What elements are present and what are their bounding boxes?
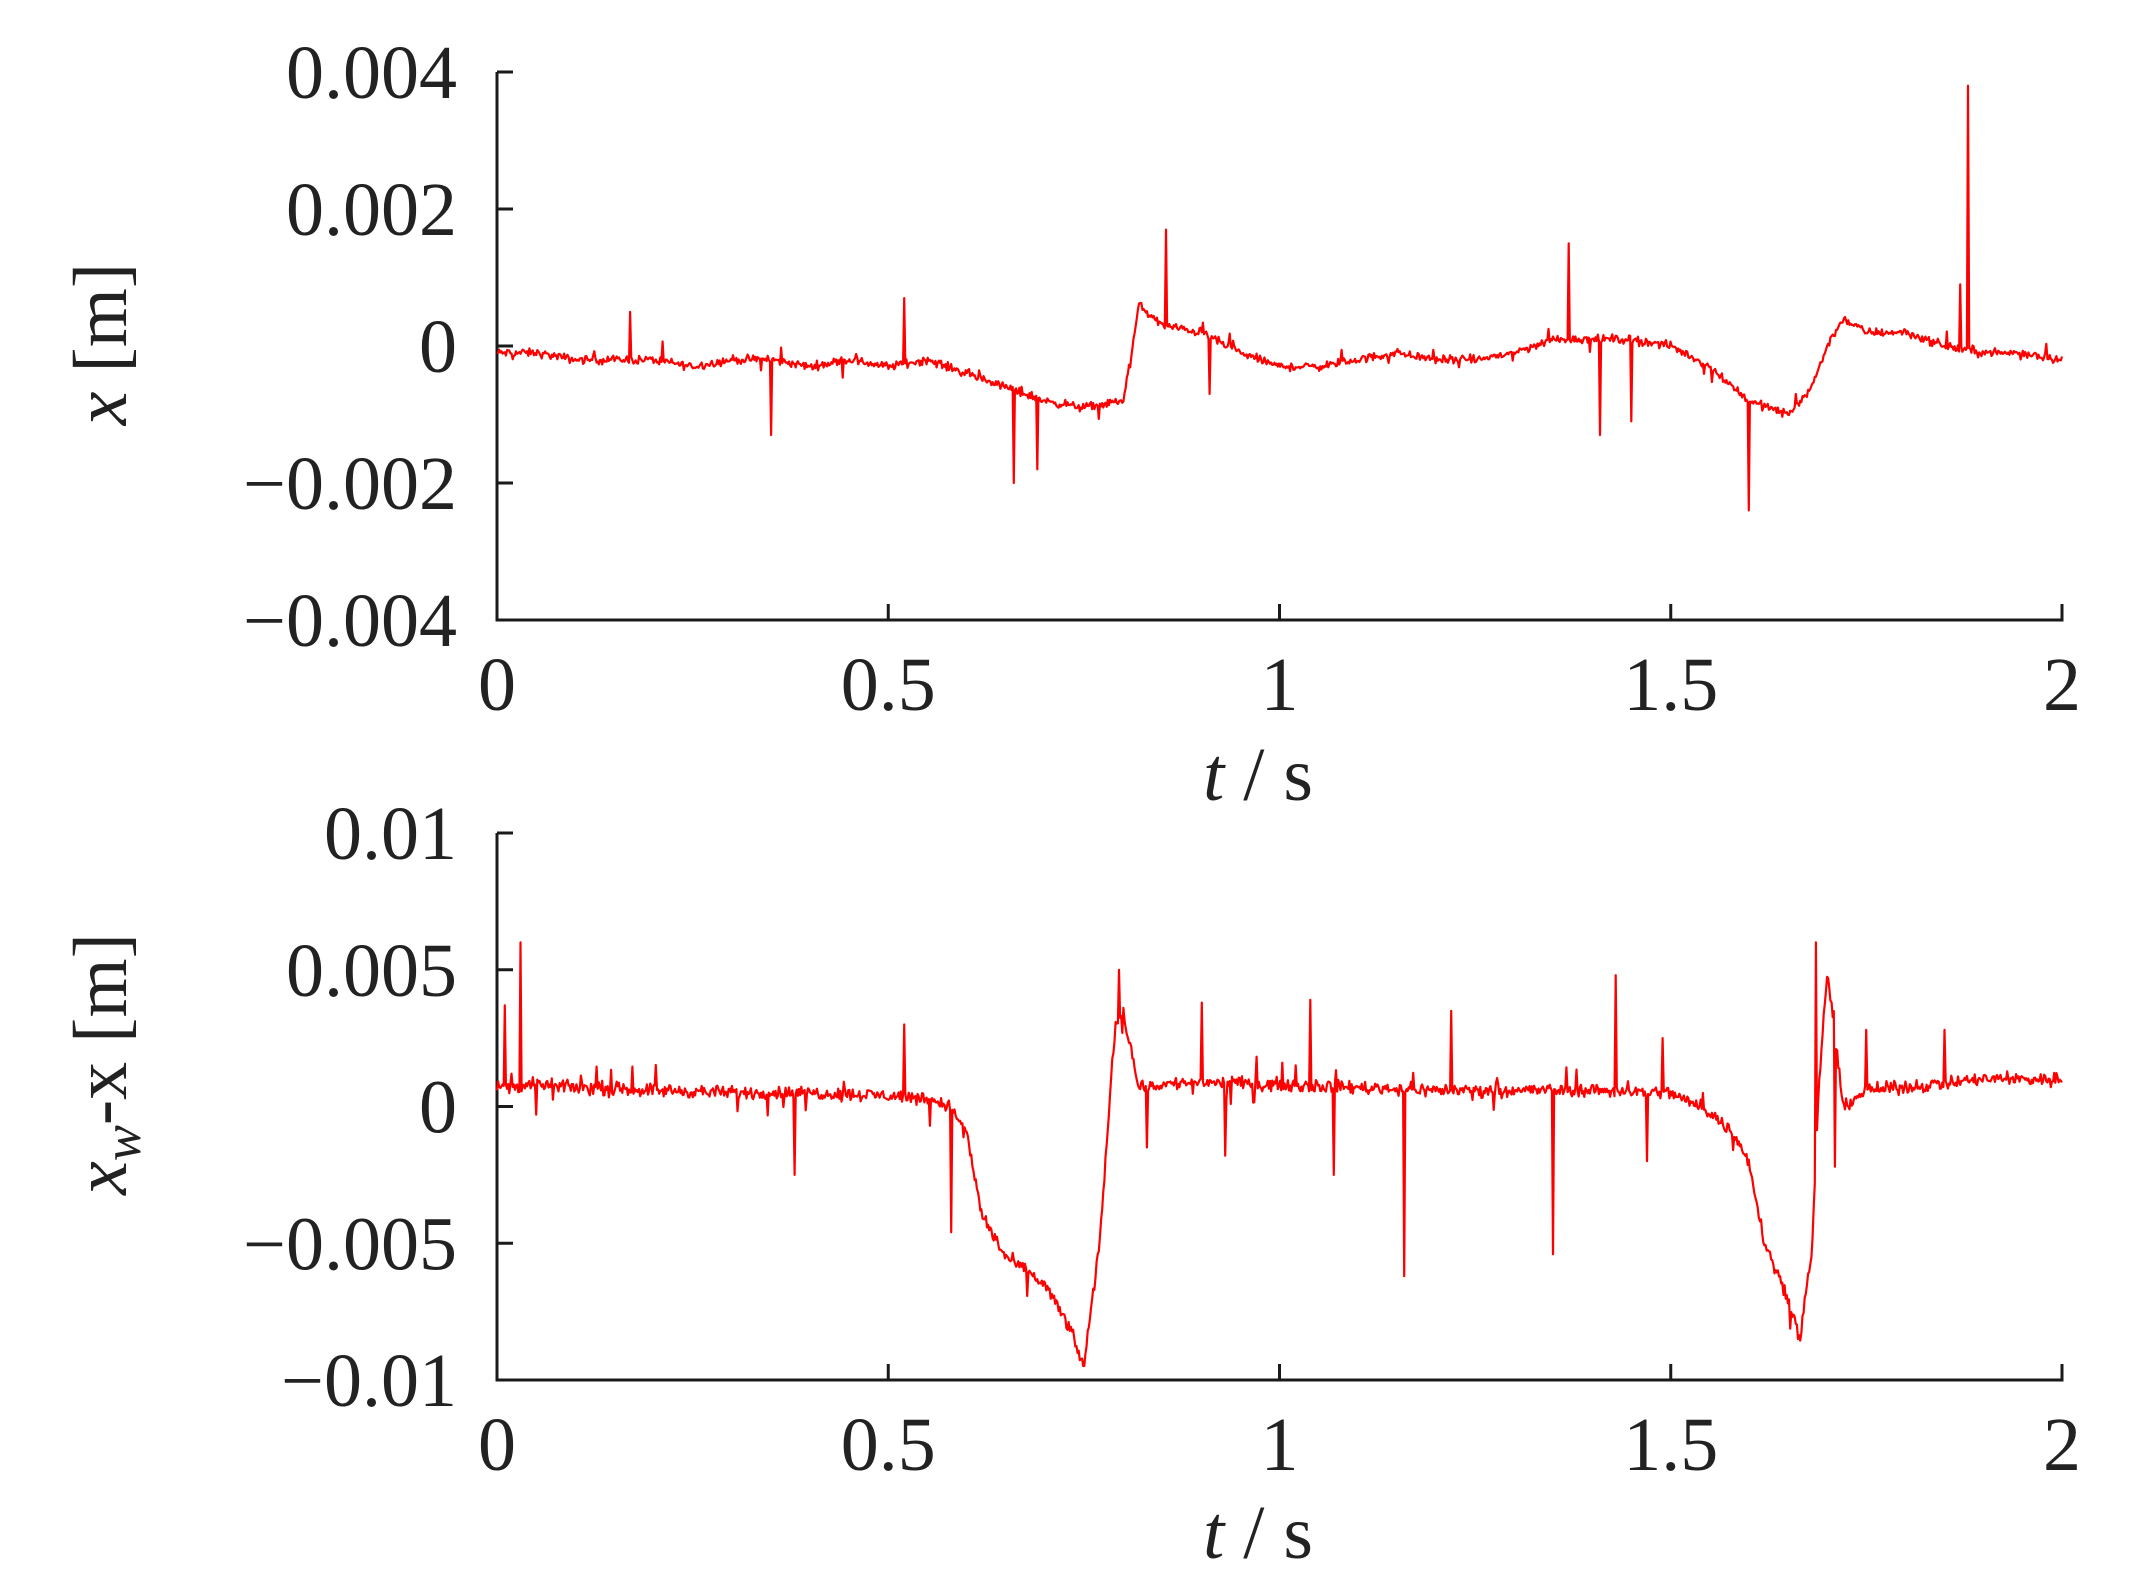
bottom-x-tick-label: 1.5 — [1623, 1403, 1718, 1487]
top-x-ticks: 0 0.5 1 1.5 2 — [478, 604, 2081, 727]
top-y-tick-label: −0.004 — [243, 579, 457, 663]
bottom-y-tick-label: 0.005 — [286, 929, 457, 1013]
bottom-panel-xw-minus-x-vs-t: 0.01 0.005 0 −0.005 −0.01 0 0.5 1 1.5 2 xw-x [m]… — [59, 792, 2081, 1575]
bottom-series-line — [495, 941, 2063, 1368]
bottom-y-axis-label: xw-x [m] — [59, 933, 152, 1196]
bottom-y-tick-label: 0.01 — [324, 792, 457, 876]
bottom-y-tick-label: 0 — [419, 1066, 457, 1150]
bottom-axes-frame — [495, 833, 2064, 1382]
top-y-tick-label: 0.004 — [286, 31, 457, 115]
top-y-ticks: 0.004 0.002 0 −0.002 −0.004 — [243, 31, 513, 663]
top-x-tick-label: 2 — [2043, 643, 2081, 727]
top-y-tick-label: 0.002 — [286, 168, 457, 252]
bottom-x-axis-label: t / s — [1203, 1491, 1313, 1575]
top-x-tick-label: 1 — [1261, 643, 1299, 727]
bottom-x-tick-label: 0 — [478, 1403, 516, 1487]
bottom-x-tick-label: 1 — [1261, 1403, 1299, 1487]
top-x-tick-label: 0 — [478, 643, 516, 727]
top-series-line — [496, 84, 2064, 512]
bottom-x-tick-label: 0.5 — [841, 1403, 936, 1487]
bottom-x-ticks: 0 0.5 1 1.5 2 — [478, 1364, 2081, 1487]
bottom-y-tick-label: −0.005 — [243, 1202, 457, 1286]
top-x-axis-label: t / s — [1203, 733, 1313, 817]
top-y-axis-label: x [m] — [59, 263, 143, 426]
bottom-x-tick-label: 2 — [2043, 1403, 2081, 1487]
top-y-tick-label: 0 — [419, 305, 457, 389]
top-y-tick-label: −0.002 — [243, 442, 457, 526]
top-x-tick-label: 0.5 — [841, 643, 936, 727]
bottom-y-ticks: 0.01 0.005 0 −0.005 −0.01 — [243, 792, 513, 1423]
bottom-y-tick-label: −0.01 — [281, 1339, 457, 1423]
top-x-tick-label: 1.5 — [1623, 643, 1718, 727]
